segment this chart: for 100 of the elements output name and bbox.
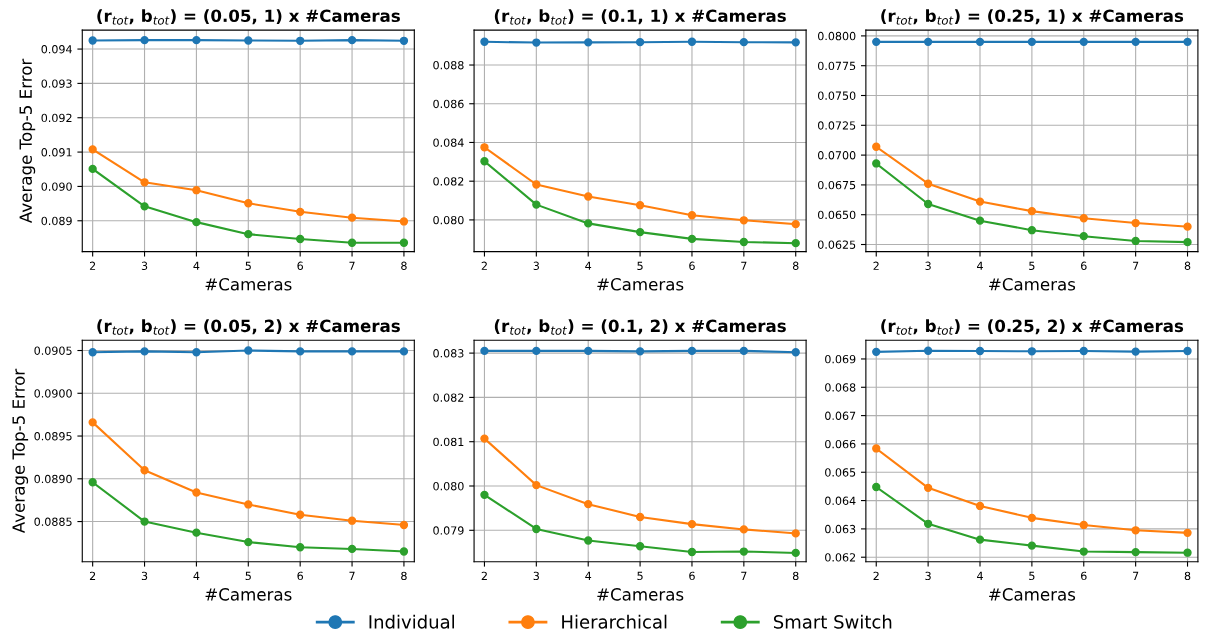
- point: [584, 346, 593, 356]
- x-tick-label: 6: [297, 261, 304, 270]
- x-tick-label: 5: [1029, 571, 1035, 581]
- point: [687, 547, 697, 557]
- point: [584, 192, 593, 201]
- chart-title: (r$_{tot}$, b$_{tot}$) = (0.25, 1) x #Cameras: [881, 9, 1184, 25]
- x-tick-label: 8: [401, 261, 407, 270]
- point: [88, 418, 97, 427]
- x-tick-label: 8: [792, 261, 799, 270]
- point: [635, 347, 645, 356]
- point: [872, 482, 881, 492]
- y-tick-label: 0.0750: [818, 91, 856, 100]
- point: [140, 517, 149, 526]
- y-tick-label: 0.063: [825, 524, 856, 534]
- point: [1131, 218, 1140, 228]
- point: [244, 346, 253, 355]
- x-tick-label: 4: [977, 571, 983, 580]
- y-tick-label: 0.0895: [34, 432, 72, 441]
- legend-label: Individual: [369, 614, 454, 629]
- y-tick-label: 0.0775: [818, 61, 856, 71]
- point: [791, 220, 800, 229]
- y-tick-label: 0.069: [825, 354, 856, 364]
- x-tick-label: 3: [533, 571, 539, 581]
- point: [480, 346, 489, 356]
- point: [872, 142, 881, 151]
- point: [872, 37, 881, 47]
- y-tick-label: 0.067: [825, 411, 856, 420]
- x-tick-label: 3: [141, 571, 148, 581]
- point: [480, 37, 489, 46]
- x-tick-label: 3: [925, 571, 931, 581]
- point: [584, 536, 593, 545]
- point: [923, 199, 933, 209]
- legend-label: Hierarchical: [562, 614, 667, 629]
- x-axis-title: #Cameras: [205, 277, 292, 291]
- point: [1079, 37, 1088, 47]
- point: [1079, 231, 1088, 241]
- point: [296, 234, 305, 244]
- point: [635, 512, 645, 522]
- point: [739, 216, 749, 225]
- point: [872, 347, 881, 357]
- x-tick-label: 8: [1184, 571, 1191, 581]
- point: [347, 544, 357, 554]
- point: [872, 444, 881, 453]
- point: [399, 547, 409, 556]
- y-tick-label: 0.0900: [34, 389, 72, 398]
- point: [399, 36, 409, 45]
- point: [480, 434, 489, 443]
- x-tick-label: 5: [637, 261, 643, 270]
- point: [532, 38, 541, 47]
- point: [739, 346, 749, 356]
- y-tick-label: 0.0625: [818, 240, 856, 249]
- point: [635, 201, 645, 210]
- x-tick-label: 8: [401, 571, 407, 581]
- point: [296, 543, 305, 552]
- point: [635, 38, 645, 47]
- point: [399, 217, 409, 226]
- x-tick-label: 3: [141, 261, 148, 270]
- point: [791, 348, 800, 357]
- point: [687, 211, 697, 220]
- x-tick-label: 6: [1081, 261, 1087, 270]
- point: [923, 519, 933, 528]
- y-axis-title: Average Top-5 Error: [19, 58, 36, 223]
- y-tick-label: 0.0885: [34, 517, 72, 526]
- x-tick-label: 7: [1133, 571, 1139, 580]
- y-tick-label: 0.0890: [34, 474, 72, 484]
- point: [1079, 346, 1088, 356]
- point: [1183, 548, 1192, 557]
- point: [1027, 541, 1037, 550]
- y-tick-label: 0.082: [433, 393, 464, 402]
- y-tick-label: 0.080: [433, 215, 464, 225]
- point: [244, 537, 253, 547]
- y-tick-label: 0.064: [825, 496, 856, 505]
- point: [635, 542, 645, 551]
- y-tick-label: 0.081: [433, 437, 464, 447]
- x-axis-title: #Cameras: [597, 588, 684, 601]
- point: [140, 466, 149, 475]
- x-tick-label: 5: [637, 571, 643, 581]
- x-tick-label: 3: [533, 261, 539, 270]
- point: [296, 207, 305, 216]
- point: [923, 483, 933, 492]
- point: [791, 548, 800, 558]
- point: [532, 480, 541, 490]
- point: [975, 37, 985, 47]
- point: [140, 178, 149, 187]
- point: [1183, 222, 1192, 231]
- point: [791, 529, 800, 538]
- x-tick-label: 6: [689, 261, 695, 270]
- point: [480, 490, 489, 500]
- y-tick-label: 0.090: [41, 182, 72, 191]
- point: [532, 180, 541, 189]
- point: [347, 238, 357, 247]
- y-tick-label: 0.065: [825, 468, 856, 477]
- x-tick-label: 2: [873, 261, 879, 270]
- point: [1131, 37, 1140, 47]
- x-tick-label: 4: [193, 571, 200, 580]
- x-axis-title: #Cameras: [989, 277, 1076, 291]
- x-tick-label: 7: [349, 261, 355, 270]
- x-tick-label: 3: [925, 261, 931, 270]
- y-tick-label: 0.094: [41, 45, 72, 54]
- point: [347, 213, 357, 222]
